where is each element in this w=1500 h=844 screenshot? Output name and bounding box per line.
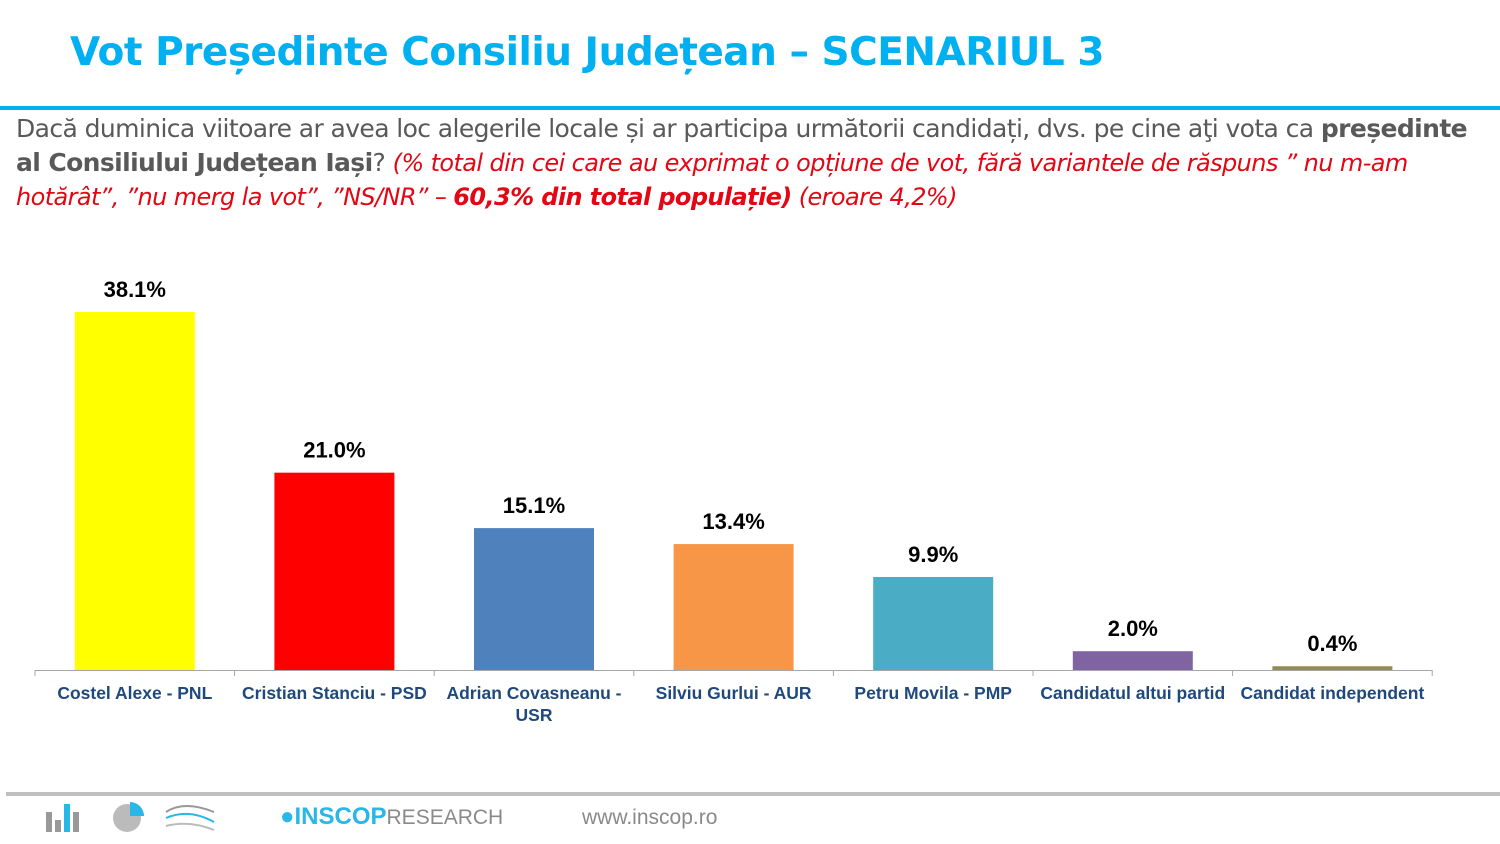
category-label: Adrian Covasneanu -	[446, 683, 621, 703]
category-label: Costel Alexe - PNL	[57, 683, 212, 703]
question-text: Dacă duminica viitoare ar avea loc alege…	[16, 112, 1496, 214]
bar	[474, 528, 594, 670]
page-title: Vot Președinte Consiliu Județean – SCENA…	[70, 30, 1104, 75]
title-divider	[0, 106, 1500, 110]
pie-chart-icon	[113, 802, 144, 832]
logo-thin: RESEARCH	[386, 806, 504, 829]
data-label: 38.1%	[104, 277, 166, 302]
logo-bold: INSCOP	[294, 803, 387, 830]
question-bold: președinte al Consiliului Județean Iași	[16, 114, 1468, 177]
data-label: 21.0%	[303, 438, 365, 463]
bar-chart-icon	[46, 804, 79, 832]
bar-chart: 38.1% Costel Alexe - PNL 21.0% Cristian Sta…	[34, 277, 1433, 725]
data-label: 13.4%	[702, 509, 764, 534]
category-label: Petru Movila - PMP	[854, 683, 1012, 703]
question-note: (% total din cei care au exprimat o opți…	[16, 149, 1408, 211]
category-label: Cristian Stanciu - PSD	[242, 683, 427, 703]
logo-mark-icon: ●	[280, 803, 295, 830]
footer-divider	[6, 792, 1500, 796]
category-label: Candidat independent	[1241, 683, 1425, 703]
data-label: 0.4%	[1307, 631, 1357, 656]
wave-icon	[165, 805, 215, 831]
category-label: Candidatul altui partid	[1040, 683, 1225, 703]
bar	[1272, 666, 1393, 670]
website-link[interactable]: www.inscop.ro	[582, 806, 718, 829]
question-main: Dacă duminica viitoare ar avea loc alege…	[16, 114, 1321, 143]
bar	[873, 576, 994, 670]
category-label: Silviu Gurlui - AUR	[656, 683, 812, 703]
question-mark: ?	[372, 148, 393, 177]
question-error: (eroare 4,2%)	[791, 183, 958, 211]
data-label: 9.9%	[908, 542, 958, 567]
bar	[1072, 651, 1193, 670]
bar	[274, 472, 395, 670]
question-note-bold: 60,3% din total populație)	[453, 183, 792, 211]
footer-icons	[46, 802, 215, 832]
category-label: USR	[516, 705, 553, 725]
data-label: 2.0%	[1108, 616, 1158, 641]
inscop-logo: ●INSCOPRESEARCH	[280, 803, 503, 831]
bar	[673, 544, 794, 670]
data-label: 15.1%	[503, 493, 565, 518]
bar	[74, 312, 195, 670]
